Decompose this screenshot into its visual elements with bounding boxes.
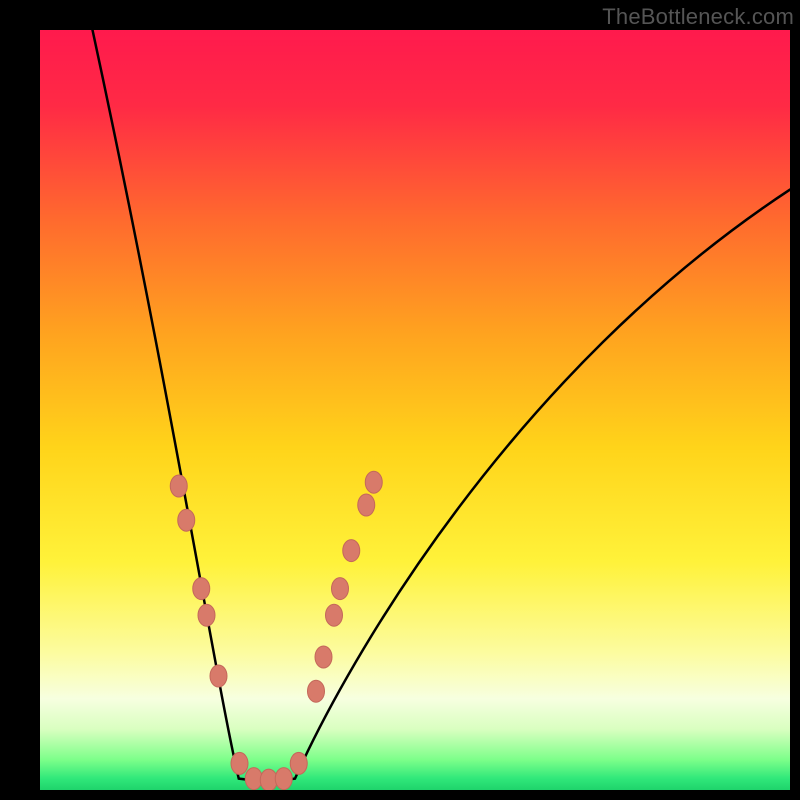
data-marker (231, 752, 248, 774)
data-marker (245, 768, 262, 790)
data-marker (198, 604, 215, 626)
data-marker (193, 578, 210, 600)
data-marker (326, 604, 343, 626)
chart-root: TheBottleneck.com (0, 0, 800, 800)
data-marker (315, 646, 332, 668)
data-marker (290, 752, 307, 774)
data-marker (210, 665, 227, 687)
data-marker (332, 578, 349, 600)
chart-svg (40, 30, 790, 790)
data-marker (343, 540, 360, 562)
data-marker (275, 768, 292, 790)
data-marker (365, 471, 382, 493)
data-marker (260, 769, 277, 790)
data-marker (170, 475, 187, 497)
data-marker (308, 680, 325, 702)
data-marker (358, 494, 375, 516)
plot-area (40, 30, 790, 790)
data-marker (178, 509, 195, 531)
gradient-background (40, 30, 790, 790)
